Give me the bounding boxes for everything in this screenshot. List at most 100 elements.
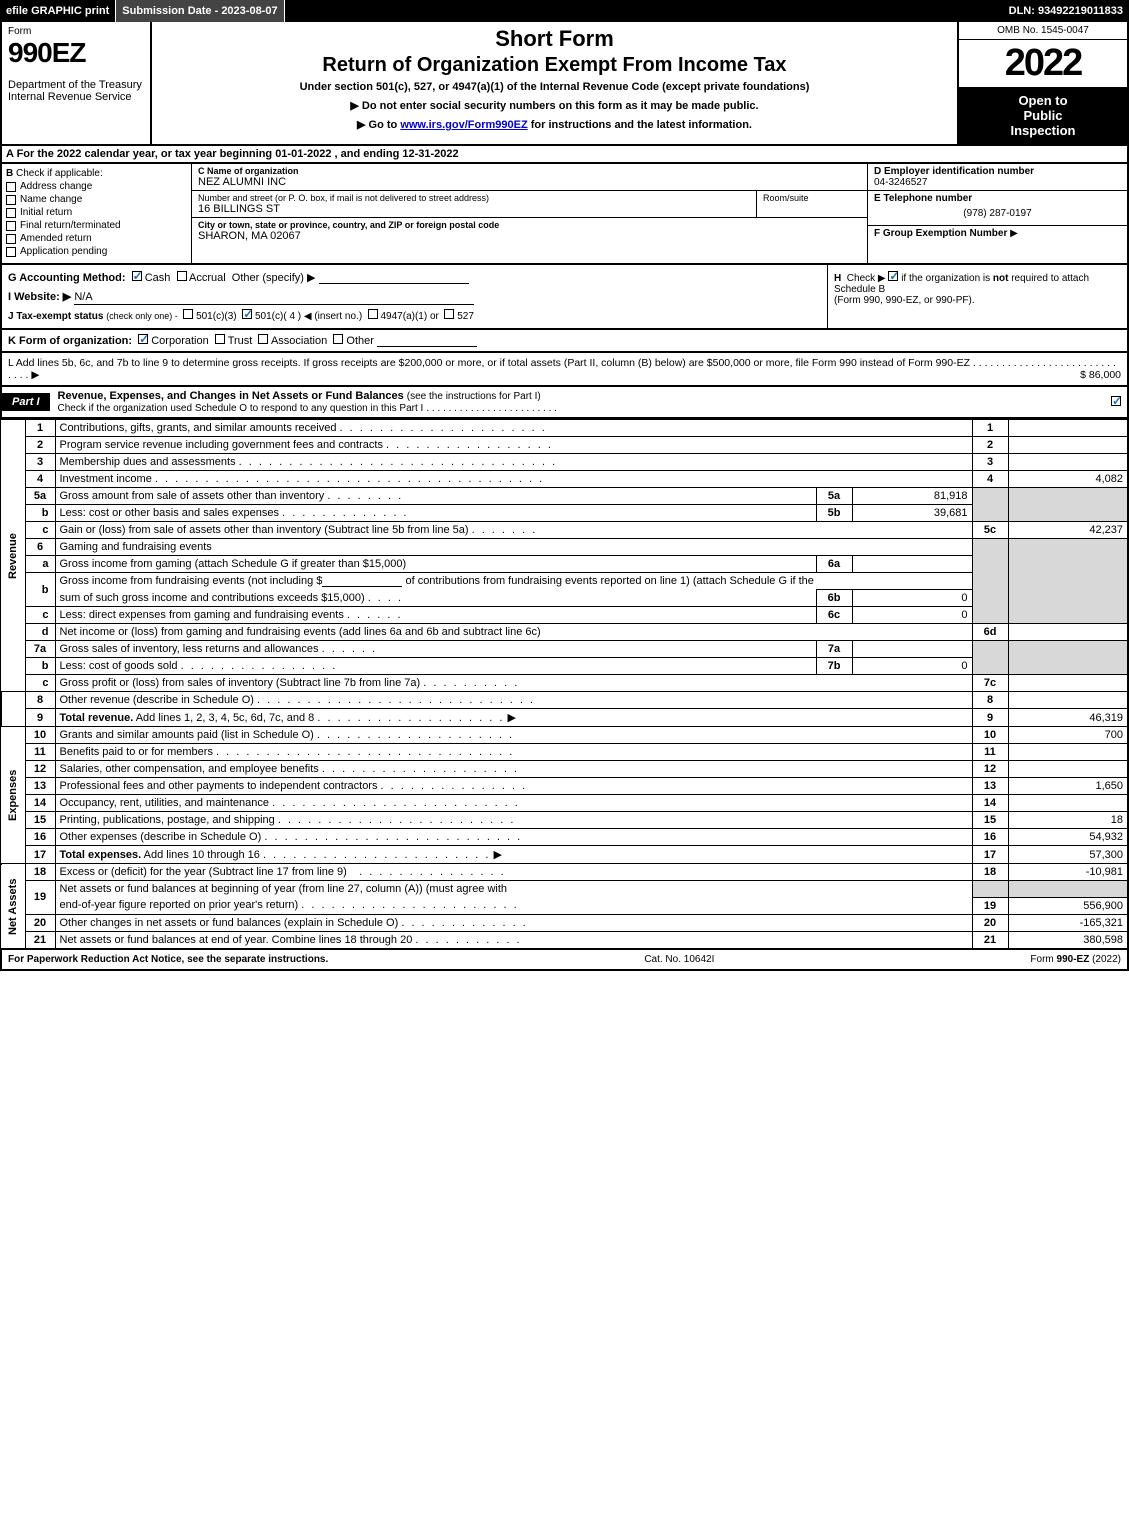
desc-text: sum of such gross income and contributio… <box>60 592 365 604</box>
dots: . . . . . . . . . . . . . . . . . . . . … <box>216 746 514 758</box>
col-val <box>1008 761 1128 778</box>
goto-link-line: ▶ Go to www.irs.gov/Form990EZ for instru… <box>160 118 949 131</box>
d-label: D Employer identification number <box>874 166 1121 177</box>
line-no: 13 <box>25 778 55 795</box>
goto-pre: ▶ Go to <box>357 119 400 131</box>
line-21: 21 Net assets or fund balances at end of… <box>1 931 1128 949</box>
open-line2: Public <box>963 108 1123 123</box>
dept-treasury: Department of the Treasury <box>8 79 144 91</box>
line-no: 19 <box>25 881 55 915</box>
line-10: Expenses 10 Grants and similar amounts p… <box>1 727 1128 744</box>
checkbox-checked-icon[interactable] <box>1111 396 1121 406</box>
d-ein-row: D Employer identification number 04-3246… <box>868 164 1127 191</box>
col-no: 8 <box>972 692 1008 709</box>
line-8: 8 Other revenue (describe in Schedule O)… <box>1 692 1128 709</box>
open-to-public: Open to Public Inspection <box>959 87 1127 144</box>
line-no: c <box>25 607 55 624</box>
b-final-return: Final return/terminated <box>6 220 187 231</box>
checkbox-icon[interactable] <box>444 309 454 319</box>
checkbox-icon[interactable] <box>6 234 16 244</box>
line-20: 20 Other changes in net assets or fund b… <box>1 914 1128 931</box>
dots: . . . . . . . . . . . . . . . . . . . . … <box>340 422 547 434</box>
checkbox-checked-icon[interactable] <box>242 309 252 319</box>
col-val <box>1008 420 1128 437</box>
line-no: 18 <box>25 864 55 881</box>
h-text4: (Form 990, 990-EZ, or 990-PF). <box>834 295 975 306</box>
col-no: 3 <box>972 454 1008 471</box>
line-desc: Salaries, other compensation, and employ… <box>55 761 972 778</box>
line-5a: 5a Gross amount from sale of assets othe… <box>1 488 1128 505</box>
part-i-tag: Part I <box>2 393 50 411</box>
expenses-side-label: Expenses <box>1 727 25 864</box>
checkbox-icon[interactable] <box>368 309 378 319</box>
line-14: 14 Occupancy, rent, utilities, and maint… <box>1 795 1128 812</box>
dots: . . . . . . . . . . <box>423 677 519 689</box>
ghij-left: G Accounting Method: Cash Accrual Other … <box>2 265 827 328</box>
checkbox-checked-icon[interactable] <box>138 334 148 344</box>
header-right: OMB No. 1545-0047 2022 Open to Public In… <box>957 22 1127 144</box>
col-shade <box>1008 539 1128 556</box>
checkbox-icon[interactable] <box>215 334 225 344</box>
checkbox-cash-checked-icon[interactable] <box>132 271 142 281</box>
desc-text: Professional fees and other payments to … <box>60 780 378 792</box>
col-shade <box>972 488 1008 505</box>
col-shade <box>1008 658 1128 675</box>
line-desc: Total revenue. Add lines 1, 2, 3, 4, 5c,… <box>55 709 972 727</box>
checkbox-icon[interactable] <box>6 208 16 218</box>
mini-val: 39,681 <box>852 505 972 522</box>
col-val <box>1008 795 1128 812</box>
irs-link[interactable]: www.irs.gov/Form990EZ <box>400 119 527 131</box>
col-no: 12 <box>972 761 1008 778</box>
mini-val <box>852 556 972 573</box>
checkbox-icon[interactable] <box>333 334 343 344</box>
line-desc: Gross sales of inventory, less returns a… <box>55 641 816 658</box>
omb-number: OMB No. 1545-0047 <box>959 22 1127 40</box>
checkbox-icon[interactable] <box>6 247 16 257</box>
part-i-sub-dots: . . . . . . . . . . . . . . . . . . . . … <box>426 403 557 414</box>
checkbox-icon[interactable] <box>6 221 16 231</box>
ein-value: 04-3246527 <box>874 177 1121 188</box>
col-shade <box>1008 573 1128 590</box>
desc-bold: Total revenue. <box>60 712 134 724</box>
other-blank <box>319 272 469 284</box>
k-other: Other <box>346 335 374 347</box>
city-label: City or town, state or province, country… <box>198 220 861 230</box>
line-desc: Gain or (loss) from sale of assets other… <box>55 522 972 539</box>
room-label: Room/suite <box>763 193 861 203</box>
mini-no: 7a <box>816 641 852 658</box>
l-amount: $ 86,000 <box>1080 369 1121 381</box>
col-no: 11 <box>972 744 1008 761</box>
checkbox-icon[interactable] <box>177 271 187 281</box>
desc-text: Net assets or fund balances at end of ye… <box>60 934 413 946</box>
dots: . . . . . . . . . . . . . . . . . . . . <box>322 763 519 775</box>
section-a-tax-year: A For the 2022 calendar year, or tax yea… <box>0 146 1129 164</box>
line-desc: Gross income from gaming (attach Schedul… <box>55 556 816 573</box>
line-13: 13 Professional fees and other payments … <box>1 778 1128 795</box>
line-19b: end-of-year figure reported on prior yea… <box>1 897 1128 914</box>
dots: . . . . . . . . . . . . . . . . . . . . … <box>257 694 535 706</box>
b-item-label: Name change <box>20 194 82 205</box>
b-address-change: Address change <box>6 181 187 192</box>
col-shade <box>1008 556 1128 573</box>
line-2: 2 Program service revenue including gove… <box>1 437 1128 454</box>
checkbox-icon[interactable] <box>6 182 16 192</box>
col-shade <box>972 556 1008 573</box>
blank <box>322 575 402 587</box>
line-desc: Membership dues and assessments . . . . … <box>55 454 972 471</box>
checkbox-checked-icon[interactable] <box>888 271 898 281</box>
street-cell: Number and street (or P. O. box, if mail… <box>192 191 757 217</box>
checkbox-icon[interactable] <box>6 195 16 205</box>
checkbox-icon[interactable] <box>258 334 268 344</box>
line-desc: Other revenue (describe in Schedule O) .… <box>55 692 972 709</box>
g-cash: Cash <box>145 272 171 284</box>
desc-text: Salaries, other compensation, and employ… <box>60 763 319 775</box>
dots: . . . . . . . . <box>327 490 403 502</box>
efile-label[interactable]: efile GRAPHIC print <box>0 0 116 22</box>
submission-date: Submission Date - 2023-08-07 <box>116 0 284 22</box>
line-4: 4 Investment income . . . . . . . . . . … <box>1 471 1128 488</box>
col-no: 7c <box>972 675 1008 692</box>
checkbox-icon[interactable] <box>183 309 193 319</box>
col-shade <box>972 607 1008 624</box>
line-7c: c Gross profit or (loss) from sales of i… <box>1 675 1128 692</box>
line-6b: b Gross income from fundraising events (… <box>1 573 1128 590</box>
